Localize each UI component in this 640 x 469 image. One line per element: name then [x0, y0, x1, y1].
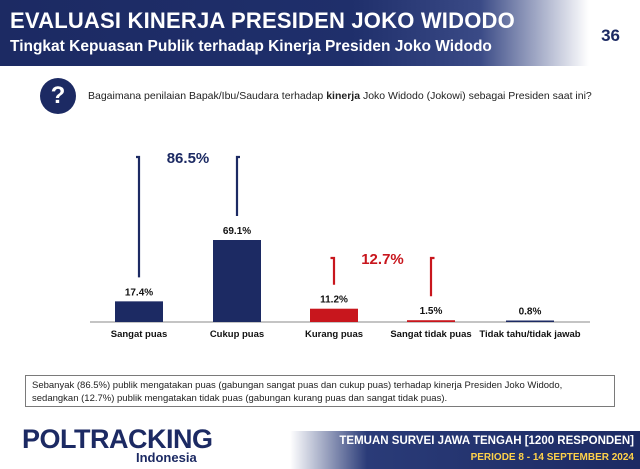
page-title: EVALUASI KINERJA PRESIDEN JOKO WIDODO	[10, 8, 515, 33]
bar-value-label-3: 1.5%	[420, 306, 443, 317]
question-icon: ?	[40, 78, 76, 114]
bracket-label-0: 86.5%	[167, 150, 210, 167]
category-label-2: Kurang puas	[305, 329, 363, 340]
question-text-after: Joko Widodo (Jokowi) sebagai Presiden sa…	[360, 90, 592, 102]
poltracking-logo: POLTRACKING	[22, 424, 213, 454]
footnote-box: Sebanyak (86.5%) publik mengatakan puas …	[25, 375, 615, 407]
page-number: 36	[601, 26, 620, 45]
bar-1	[213, 240, 261, 322]
page-subtitle: Tingkat Kepuasan Publik terhadap Kinerja…	[10, 38, 492, 55]
bar-3	[407, 320, 455, 322]
bracket-label-1: 12.7%	[361, 251, 404, 268]
footer-band	[290, 431, 640, 469]
category-label-0: Sangat puas	[111, 329, 168, 340]
survey-period: PERIODE 8 - 14 SEPTEMBER 2024	[470, 452, 634, 463]
bar-value-label-0: 17.4%	[125, 287, 153, 298]
poltracking-logo-sub: Indonesia	[136, 450, 197, 465]
category-label-4: Tidak tahu/tidak jawab	[479, 329, 580, 340]
category-label-3: Sangat tidak puas	[390, 329, 471, 340]
bracket-0	[136, 155, 240, 278]
bar-value-label-1: 69.1%	[223, 226, 251, 237]
bar-2	[310, 308, 358, 322]
bar-0	[115, 301, 163, 322]
bar-value-label-2: 11.2%	[320, 295, 348, 306]
question-text: Bagaimana penilaian Bapak/Ibu/Saudara te…	[88, 90, 608, 102]
bar-value-label-4: 0.8%	[519, 307, 542, 318]
bracket-1	[330, 256, 435, 297]
bar-4	[506, 320, 554, 322]
header-banner: EVALUASI KINERJA PRESIDEN JOKO WIDODO Ti…	[0, 0, 640, 66]
category-label-1: Cukup puas	[210, 329, 264, 340]
question-text-before: Bagaimana penilaian Bapak/Ibu/Saudara te…	[88, 90, 327, 102]
satisfaction-bar-chart: 17.4% Sangat puas 69.1% Cukup puas 11.2% Kura…	[90, 150, 590, 340]
question-text-bold: kinerja	[326, 90, 361, 102]
survey-info: TEMUAN SURVEI JAWA TENGAH [1200 RESPONDE…	[339, 435, 634, 447]
